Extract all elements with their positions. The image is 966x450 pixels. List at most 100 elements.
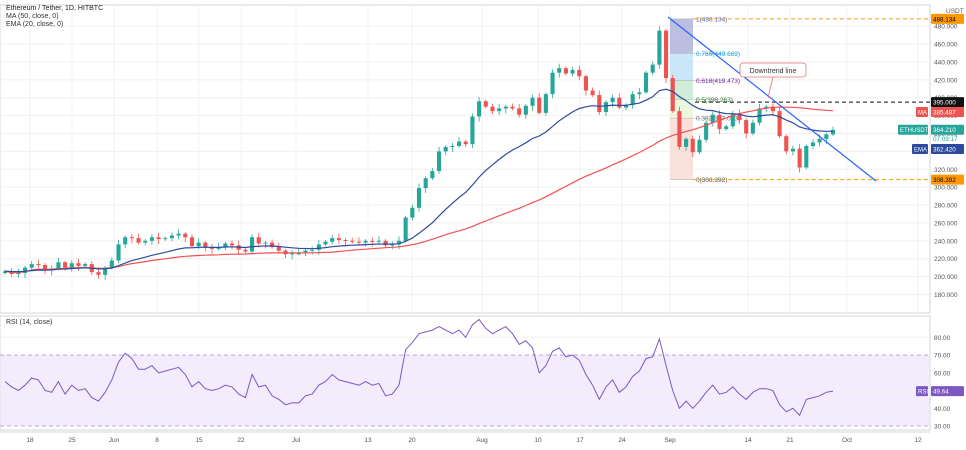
candle-body [784,136,789,152]
candle-body [189,237,195,247]
candle-body [777,111,782,137]
candle-body [617,97,622,108]
level-395-badge-bg [931,97,964,108]
rsi-line [4,318,834,417]
ema-tag-text: EMA [914,148,927,154]
candle-body [436,151,442,172]
x-tick-label: 20 [408,437,416,444]
candle-body [109,260,114,268]
candle-body [470,116,475,145]
candle-body [96,272,101,275]
y-tick-label: 420.000 [934,77,958,84]
rsi-tick-label: 30.00 [934,424,951,431]
candle-body [650,64,655,73]
symbol-tag-text: ETHUSDT [900,128,929,134]
x-tick-label: Aug [476,437,488,444]
candle-body [376,240,381,242]
candle-body [176,233,181,236]
candle-body [630,94,635,105]
candle-body [316,244,321,250]
candle-body [530,97,535,106]
y-tick-label: 320.000 [934,167,958,174]
fib-label: 0.5(398.263) [696,97,733,104]
x-tick-label: 17 [576,437,584,444]
candle-body [343,239,348,241]
candle-body [303,250,308,254]
candle-body [143,240,148,243]
candle-body [363,240,368,243]
candle-body [330,238,335,242]
downtrend-annotation: Downtrend line [739,62,807,99]
candle-body [537,97,542,113]
candle-body [196,242,201,247]
candle-body [350,240,355,242]
candle-body [136,238,141,243]
rsi-value-badge: 49.64 [931,386,964,397]
candle-body [710,114,715,123]
candle-body [744,120,749,134]
candle-body [123,237,128,245]
candle-body [637,92,642,95]
candle-body [396,240,402,245]
y-tick-label: 480.000 [934,24,958,31]
x-tick-label: Sep [664,437,676,444]
candle-body [36,264,41,266]
candle-body [169,235,174,239]
candle-body [56,262,61,269]
y-tick-label: 260.000 [934,220,958,227]
candle-body [603,102,609,113]
candle-body [677,111,682,147]
chart-title: Ethereum / Tether, 1D, HITBTC [6,5,104,12]
y-tick-label: 460.000 [934,42,958,49]
price-pane [0,4,931,314]
rsi-legend[interactable]: RSI (14, close) [6,319,53,326]
countdown-text: 07:09:17 [933,136,958,143]
candle-body [129,237,134,239]
candle-body [103,267,108,275]
ema-legend[interactable]: EMA (20, close, 0) [6,21,64,28]
candle-body [310,249,315,251]
candle-body [63,262,68,268]
x-tick-label: 13 [364,437,372,444]
top-price-badge: 488.134 [931,13,964,24]
ema-tag-bg [912,144,928,154]
candle-body [477,101,482,117]
y-tick-label: 280.000 [934,203,958,210]
level-395-badge-text: 395.000 [933,100,956,107]
candle-body [203,242,208,248]
last-price-badge-bg [931,124,964,135]
candle-body [490,106,495,112]
ma-legend[interactable]: MA (50, close, 0) [6,13,59,20]
candle-body [223,243,228,248]
rsi-tick-label: 40.00 [934,406,951,413]
candle-body [670,78,675,112]
candle-body [657,30,662,65]
rsi-tick-label: 60.00 [934,370,951,377]
y-tick-label: 220.000 [934,256,958,263]
x-tick-label: 14 [744,437,752,444]
candle-body [83,264,88,266]
candle-body [243,249,248,252]
candle-body [690,138,695,153]
symbol-tag-bg [898,124,928,135]
rsi-value-badge-text: 49.64 [933,389,949,396]
y-tick-label: 300.000 [934,185,958,192]
candle-body [29,264,34,268]
candle-body [704,122,709,140]
x-tick-label: Oct [842,437,852,444]
last-price-badge: 364.210 [931,124,964,135]
candle-body [16,273,21,275]
ema-value-badge: 362.420 [931,144,964,154]
candle-body [229,243,235,246]
bottom-price-badge-text: 308.392 [933,177,956,184]
x-tick-label: 8 [155,437,159,444]
downtrend-line [667,16,877,182]
candle-body [543,94,548,113]
candle-body [390,244,395,246]
ma-value-badge-text: 385.487 [933,110,956,117]
candle-body [817,138,822,143]
candle-body [423,178,428,189]
candle-body [336,238,341,240]
ema-20-line [4,88,834,273]
